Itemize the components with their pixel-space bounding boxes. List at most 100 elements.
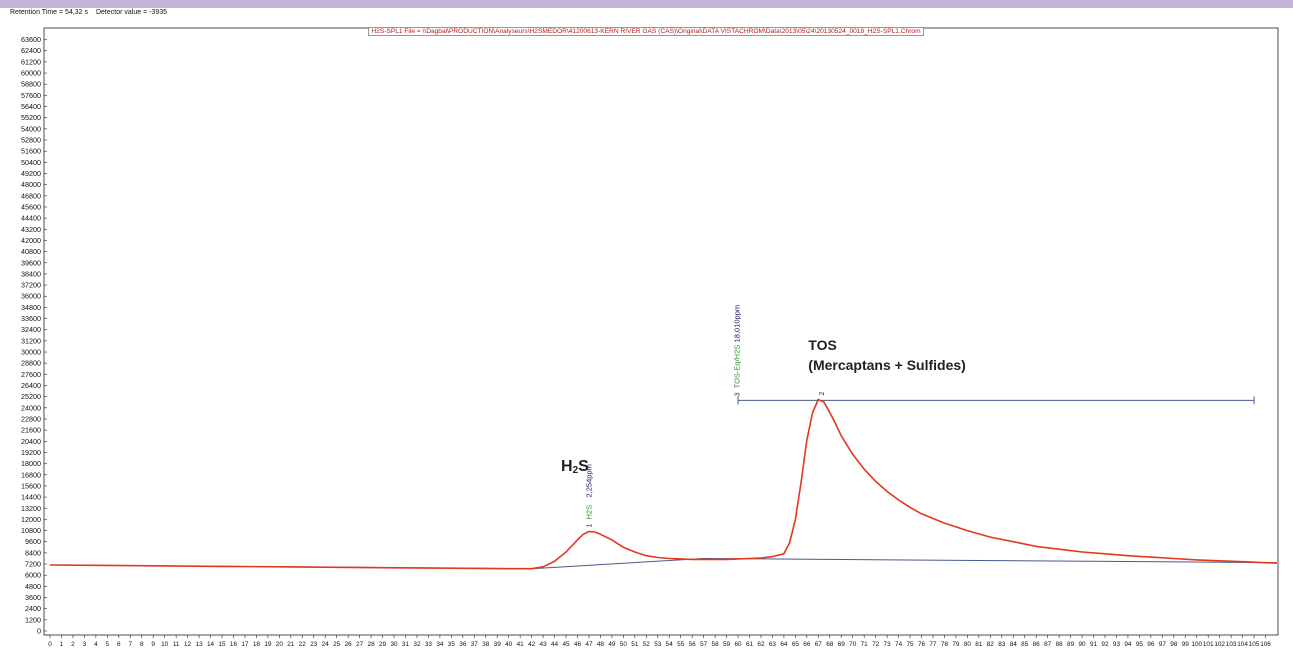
x-tick-label: 84: [1010, 641, 1018, 648]
x-tick-label: 53: [654, 641, 662, 648]
y-tick-label: 4800: [25, 582, 41, 591]
x-tick-label: 15: [218, 641, 226, 648]
peak-number-label: 1: [586, 524, 593, 528]
window-compound-label: TOS-Eq/H2S: [733, 345, 742, 389]
y-tick-label: 55200: [21, 113, 41, 122]
x-tick-label: 29: [379, 641, 387, 648]
x-tick-label: 17: [241, 641, 249, 648]
x-tick-label: 58: [712, 641, 720, 648]
x-tick-label: 13: [196, 641, 204, 648]
x-tick-label: 92: [1101, 641, 1109, 648]
y-tick-label: 28800: [21, 359, 41, 368]
y-tick-label: 40800: [21, 247, 41, 256]
y-tick-label: 8400: [25, 548, 41, 557]
x-tick-label: 42: [528, 641, 536, 648]
y-tick-label: 26400: [21, 381, 41, 390]
x-tick-label: 44: [551, 641, 559, 648]
x-tick-label: 0: [48, 641, 52, 648]
x-tick-label: 68: [826, 641, 834, 648]
y-tick-label: 14400: [21, 493, 41, 502]
x-tick-label: 103: [1226, 641, 1237, 648]
series-line: [49, 398, 1278, 570]
x-tick-label: 43: [540, 641, 548, 648]
x-tick-label: 91: [1090, 641, 1098, 648]
x-tick-label: 94: [1124, 641, 1132, 648]
x-tick-label: 65: [792, 641, 800, 648]
peak-compound-label: H2S: [584, 505, 593, 520]
x-tick-label: 106: [1260, 641, 1271, 648]
x-tick-label: 7: [128, 641, 132, 648]
y-tick-label: 37200: [21, 281, 41, 290]
x-tick-label: 16: [230, 641, 238, 648]
y-tick-label: 52800: [21, 136, 41, 145]
x-tick-label: 57: [700, 641, 708, 648]
x-tick-label: 52: [643, 641, 651, 648]
x-tick-label: 26: [345, 641, 353, 648]
y-tick-label: 9600: [25, 537, 41, 546]
x-tick-label: 93: [1113, 641, 1121, 648]
h2s-annotation: H2S: [561, 458, 589, 476]
x-tick-label: 63: [769, 641, 777, 648]
y-tick-label: 21600: [21, 426, 41, 435]
y-tick-label: 12000: [21, 515, 41, 524]
x-tick-label: 77: [929, 641, 937, 648]
y-tick-label: 31200: [21, 336, 41, 345]
y-tick-label: 42000: [21, 236, 41, 245]
x-tick-label: 79: [952, 641, 960, 648]
y-axis: 0 1200 2400 3600 4800 6000 7200 8400 9600 10800 12…: [21, 35, 47, 636]
x-tick-label: 71: [861, 641, 869, 648]
y-tick-label: 61200: [21, 57, 41, 66]
y-tick-label: 34800: [21, 303, 41, 312]
x-tick-label: 47: [585, 641, 593, 648]
x-tick-label: 48: [597, 641, 605, 648]
x-tick-label: 45: [562, 641, 570, 648]
chart-title-frame: [368, 27, 924, 36]
x-tick-label: 64: [780, 641, 788, 648]
y-tick-label: 3600: [25, 593, 41, 602]
tos-annotation-subtitle: (Mercaptans + Sulfides): [808, 357, 966, 373]
x-tick-label: 69: [838, 641, 846, 648]
x-tick-label: 37: [471, 641, 479, 648]
y-tick-label: 62400: [21, 46, 41, 55]
peak-value-label: 2,254ppm: [584, 464, 593, 497]
x-tick-label: 21: [287, 641, 295, 648]
y-tick-label: 32400: [21, 325, 41, 334]
y-tick-label: 54000: [21, 124, 41, 133]
x-tick-label: 86: [1033, 641, 1041, 648]
x-tick-label: 95: [1136, 641, 1144, 648]
y-tick-label: 6000: [25, 571, 41, 580]
x-tick-label: 67: [815, 641, 823, 648]
x-tick-label: 20: [276, 641, 284, 648]
chart-title-box: H2S-SPL1 File = \\Dagbal\PRODUCTION\Anal…: [368, 27, 924, 36]
y-tick-label: 63600: [21, 35, 41, 44]
x-tick-label: 87: [1044, 641, 1052, 648]
y-tick-label: 44400: [21, 214, 41, 223]
x-tick-label: 32: [413, 641, 421, 648]
y-tick-label: 46800: [21, 191, 41, 200]
x-tick-label: 62: [757, 641, 765, 648]
x-tick-label: 82: [987, 641, 995, 648]
status-bar: Retention Time = 54,32 s Detector value …: [10, 9, 173, 21]
x-tick-label: 23: [310, 641, 318, 648]
y-tick-label: 48000: [21, 180, 41, 189]
y-tick-label: 19200: [21, 448, 41, 457]
x-tick-label: 19: [264, 641, 272, 648]
x-tick-label: 73: [884, 641, 892, 648]
x-tick-label: 78: [941, 641, 949, 648]
x-tick-label: 74: [895, 641, 903, 648]
x-tick-label: 27: [356, 641, 364, 648]
x-tick-label: 99: [1182, 641, 1190, 648]
y-tick-label: 2400: [25, 604, 41, 613]
x-tick-label: 33: [425, 641, 433, 648]
x-tick-label: 105: [1249, 641, 1260, 648]
y-tick-label: 1200: [25, 615, 41, 624]
x-tick-label: 35: [448, 641, 456, 648]
y-tick-label: 25200: [21, 392, 41, 401]
x-tick-label: 81: [975, 641, 983, 648]
chart-title: H2S-SPL1 File = \\Dagbal\PRODUCTION\Anal…: [371, 28, 921, 35]
x-tick-label: 24: [322, 641, 330, 648]
x-tick-label: 97: [1159, 641, 1167, 648]
x-tick-label: 102: [1214, 641, 1225, 648]
x-tick-label: 85: [1021, 641, 1029, 648]
